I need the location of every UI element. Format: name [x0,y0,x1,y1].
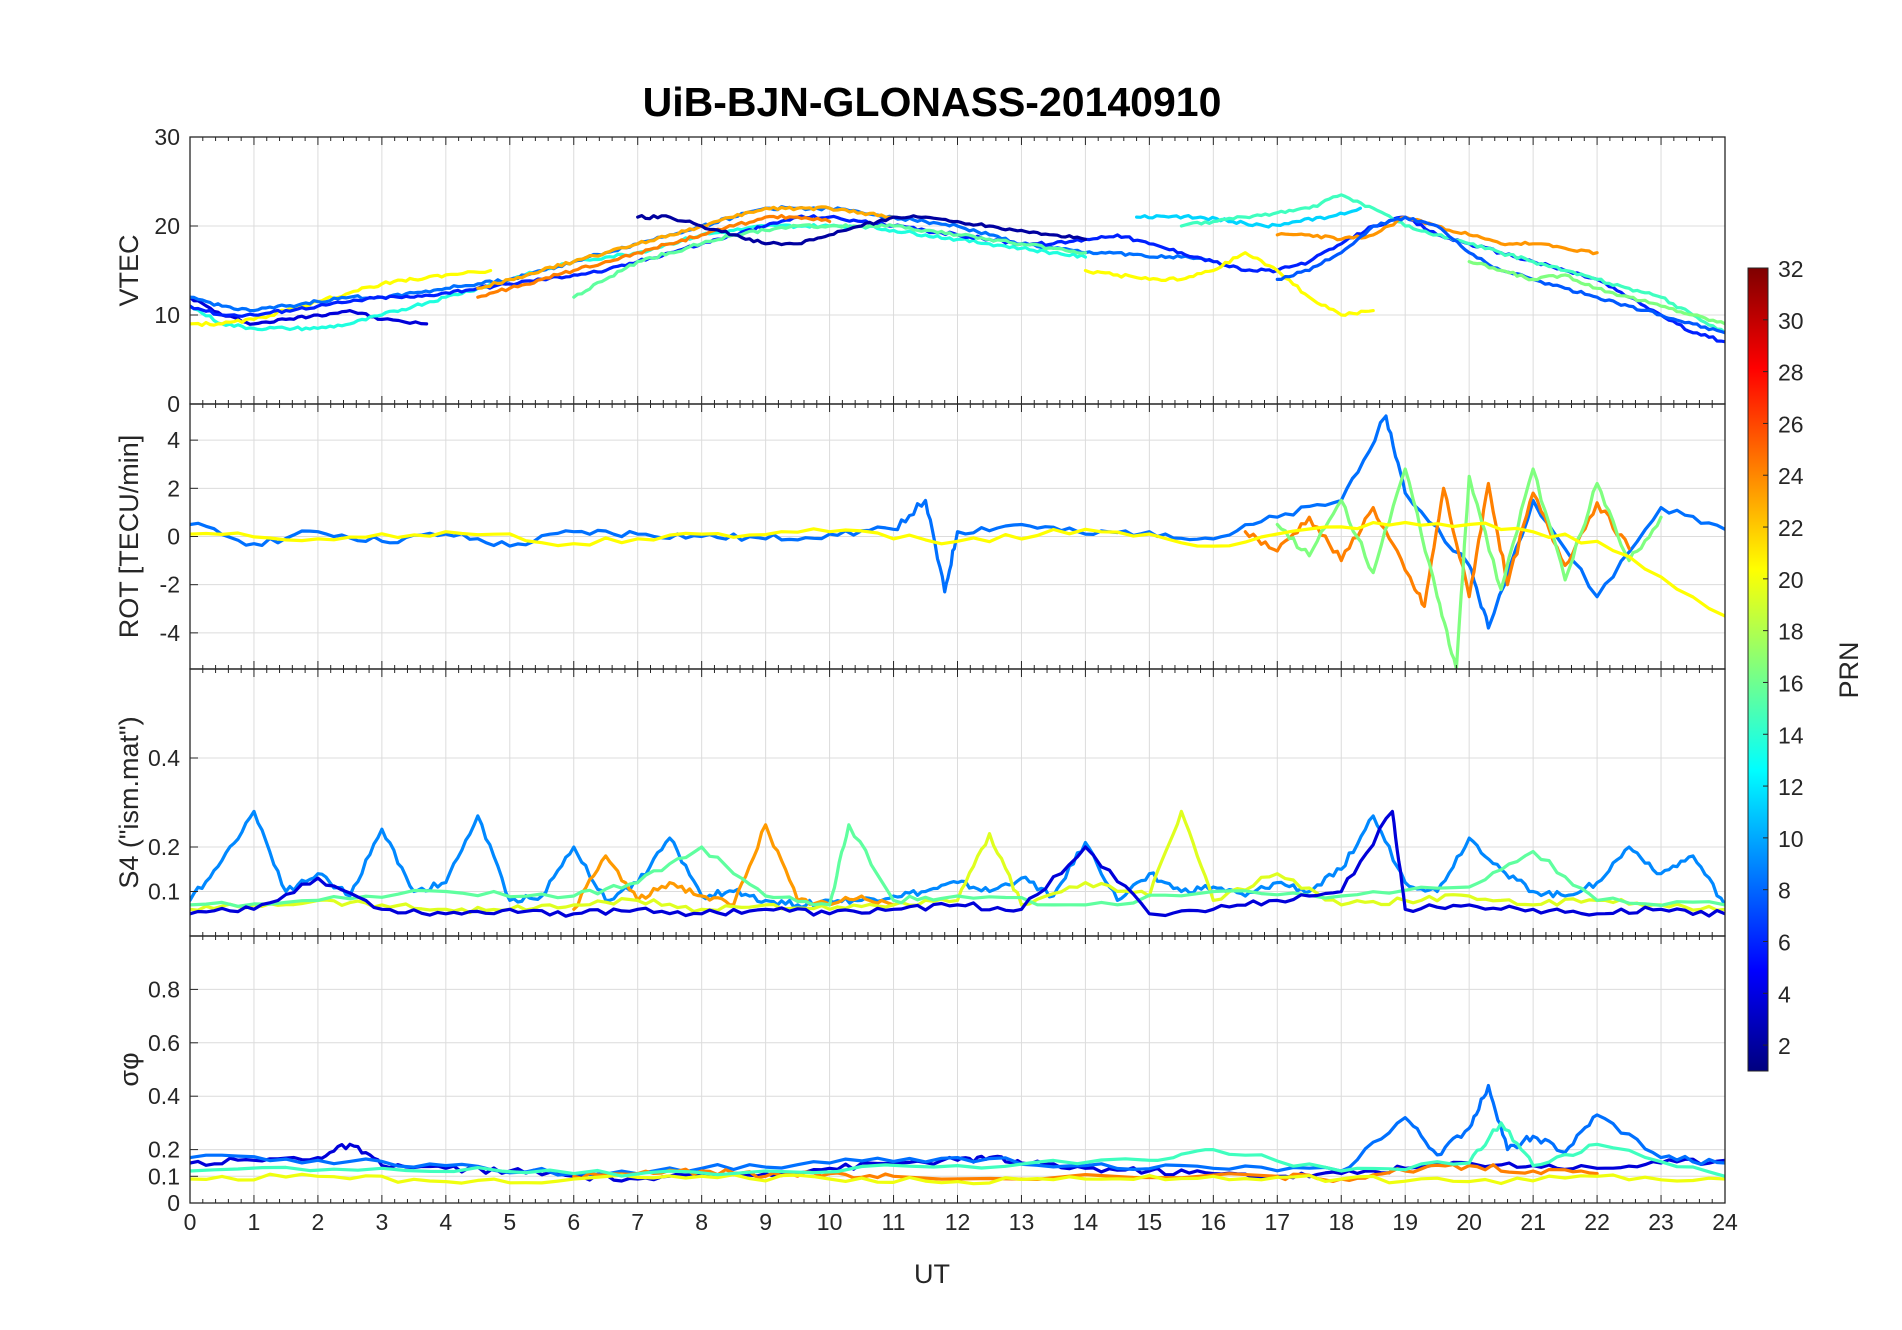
x-tick-label: 22 [1584,1209,1610,1235]
colorbar-tick-label: 18 [1778,619,1804,645]
x-tick-label: 2 [312,1209,325,1235]
y-tick-label: 2 [167,475,180,501]
x-tick-label: 16 [1201,1209,1227,1235]
series-line-prn-16 [1467,260,1725,326]
x-tick-label: 23 [1648,1209,1674,1235]
y-axis-label: ROT [TECU/min] [114,435,144,639]
colorbar-tick-label: 30 [1778,308,1804,334]
series-line-prn-19 [190,1172,1725,1186]
y-tick-label: 0.2 [148,1137,180,1163]
x-tick-label: 19 [1392,1209,1418,1235]
sigma-phi-panel: 00.10.2 0.4 0.6 0.8 σφ [114,935,1726,1216]
series-line-prn-22 [476,205,896,290]
y-tick-label: 0.8 [148,976,180,1002]
y-tick-label: 0.4 [148,1083,180,1109]
series-line-prn-20 [190,520,1725,618]
x-tick-label: 14 [1073,1209,1099,1235]
x-tick-label: 9 [759,1209,772,1235]
y-tick-label: 20 [154,213,180,239]
series-line-prn-16 [1275,467,1663,669]
colorbar-gradient [1747,267,1769,1072]
colorbar-tick-label: 16 [1778,670,1804,696]
x-tick-label: 13 [1009,1209,1035,1235]
series-line-prn-2 [636,214,1087,247]
traces [190,809,1725,918]
colorbar-tick-label: 14 [1778,722,1804,748]
chart-title: UiB-BJN-GLONASS-20140910 [643,79,1222,125]
y-tick-label: 0.2 [148,834,180,860]
x-tick-label: 1 [248,1209,261,1235]
series-line-prn-3 [190,809,1725,918]
s4-panel: 0.1 0.2 0.4S4 ("ism.mat") [114,668,1726,937]
y-tick-label: 0 [167,391,180,417]
colorbar-tick-label: 32 [1778,256,1804,282]
y-tick-label: 4 [167,427,180,453]
x-tick-label: 24 [1712,1209,1738,1235]
series-line-prn-10 [190,809,1725,909]
series-line-prn-9 [190,414,1725,630]
y-tick-label: 0.1 [148,1163,180,1189]
traces [190,414,1725,669]
y-axis-label: σφ [114,1052,144,1086]
y-tick-label: -4 [160,620,181,646]
series-line-prn-12 [1135,206,1362,229]
y-tick-label: 0.4 [148,745,180,771]
x-tick-label: 3 [375,1209,388,1235]
x-tick-label: 7 [631,1209,644,1235]
y-tick-label: 0 [167,1190,180,1216]
colorbar-tick-label: 6 [1778,929,1791,955]
x-tick-label: 5 [503,1209,516,1235]
traces [190,193,1725,344]
x-tick-label: 15 [1137,1209,1163,1235]
x-tick-label: 10 [817,1209,843,1235]
colorbar-tick-label: 2 [1778,1033,1791,1059]
y-axis-label: VTEC [114,234,144,306]
series-line-prn-24 [476,213,832,299]
y-tick-label: 0.6 [148,1030,180,1056]
x-tick-label: 4 [439,1209,452,1235]
y-tick-label: 0.1 [148,879,180,905]
series-line-prn-15 [190,823,1725,908]
x-axis-label: UT [914,1259,950,1289]
rot-panel: -4 -2 0 2 4 ROT [TECU/min] [114,403,1726,670]
colorbar-tick-label: 28 [1778,360,1804,386]
x-tick-label: 20 [1456,1209,1482,1235]
colorbar-tick-label: 26 [1778,411,1804,437]
y-tick-label: 30 [154,124,180,150]
y-axis-label: S4 ("ism.mat") [114,716,144,888]
colorbar-tick-label: 10 [1778,826,1804,852]
colorbar-tick-label: 20 [1778,567,1804,593]
x-tick-label: 18 [1328,1209,1354,1235]
colorbar-tick-label: 22 [1778,515,1804,541]
y-tick-label: -2 [160,572,180,598]
colorbar-tick-label: 24 [1778,463,1804,489]
series-line-prn-14 [190,1121,1725,1178]
x-tick-label: 17 [1264,1209,1290,1235]
x-tick-label: 21 [1520,1209,1546,1235]
series-line-prn-15 [572,223,1087,299]
y-tick-label: 10 [154,302,180,328]
series-line-prn-20 [1083,251,1375,317]
x-tick-label: 11 [882,1209,906,1235]
x-tick-label: 0 [184,1209,197,1235]
colorbar-label: PRN [1834,641,1864,698]
x-tick-label: 8 [695,1209,708,1235]
colorbar-tick-label: 4 [1778,981,1791,1007]
y-tick-label: 0 [167,524,180,550]
traces [190,1083,1725,1186]
colorbar-tick-label: 12 [1778,774,1804,800]
vtec-panel: 0 10 20 30 VTEC [114,124,1726,417]
x-tick-label: 12 [945,1209,971,1235]
colorbar-tick-label: 8 [1778,878,1791,904]
x-tick-label: 6 [567,1209,580,1235]
